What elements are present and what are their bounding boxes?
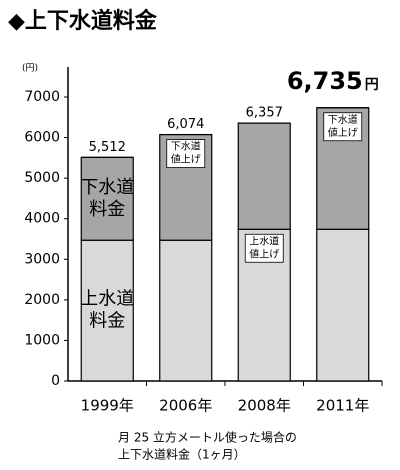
note-label: 値上げ [249, 247, 279, 260]
y-tick-label: 0 [51, 373, 60, 389]
x-tick-label: 2008年 [238, 397, 291, 415]
y-tick-label: 6000 [24, 130, 60, 146]
note-box [323, 112, 363, 142]
total-label: 6,074 [167, 117, 204, 132]
segment-label: 料金 [89, 311, 125, 332]
bar-segment [316, 228, 370, 382]
note-label: 値上げ [328, 126, 358, 139]
note-label: 下水道 [171, 140, 201, 153]
x-tick-label: 1999年 [81, 397, 134, 415]
x-tick-label: 2006年 [159, 397, 212, 415]
y-unit: (円) [22, 63, 38, 74]
bar-segment [80, 156, 134, 241]
footnote: 上下水道料金（1ヶ月） [118, 447, 246, 462]
total-unit: 円 [365, 77, 379, 93]
segment-label: 料金 [89, 199, 125, 220]
segment-label: 上水道 [80, 289, 134, 310]
y-tick-label: 5000 [24, 170, 60, 186]
segment-label: 下水道 [80, 177, 134, 198]
y-tick-label: 1000 [24, 332, 60, 348]
bar-segment [159, 239, 213, 382]
chart-title: ◆上下水道料金 [8, 8, 158, 34]
y-tick-label: 3000 [24, 251, 60, 267]
total-label: 6,735 [287, 67, 363, 95]
y-tick-label: 4000 [24, 211, 60, 227]
total-label: 6,357 [246, 106, 283, 121]
footnote: 月 25 立方メートル使った場合の [118, 430, 297, 445]
x-tick-label: 2011年 [316, 397, 369, 415]
note-label: 値上げ [171, 153, 201, 166]
y-tick-label: 2000 [24, 292, 60, 308]
note-label: 下水道 [328, 113, 358, 126]
note-box [166, 139, 206, 168]
total-label: 5,512 [89, 140, 126, 155]
bar-segment [80, 239, 134, 382]
note-box [244, 233, 284, 263]
bar-segment [237, 122, 291, 230]
y-tick-label: 7000 [24, 89, 60, 105]
note-label: 上水道 [249, 234, 279, 247]
